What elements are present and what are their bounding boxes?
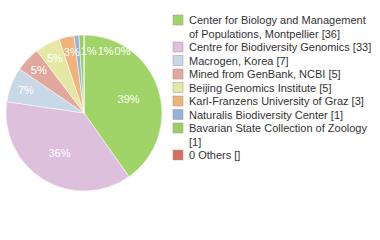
legend-label: Macrogen, Korea [7]	[189, 55, 289, 67]
legend-label: Karl-Franzens University of Graz [3]	[189, 95, 364, 107]
legend: Center for Biology and Managementof Popu…	[173, 14, 371, 161]
data-label: 39%	[118, 93, 140, 105]
data-label: 1%	[81, 45, 97, 57]
legend-label: Beijing Genomics Institute [5]	[189, 82, 331, 94]
legend-label: Mined from GenBank, NCBI [5]	[189, 68, 341, 80]
data-label: 3%	[64, 46, 80, 58]
data-label: 5%	[31, 64, 47, 76]
pie	[6, 35, 162, 191]
data-label: 1%	[98, 45, 114, 57]
legend-label: Naturalis Biodiversity Center [1]	[189, 109, 343, 121]
legend-swatch	[173, 110, 183, 120]
legend-swatch	[173, 15, 183, 25]
legend-label: 0 Others []	[189, 149, 240, 161]
data-labels: 39%36%7%5%5%3%1%1%0%	[18, 45, 140, 159]
legend-label: Bavarian State Collection of Zoology[1]	[189, 122, 367, 148]
data-label: 0%	[115, 45, 131, 57]
legend-swatch	[173, 96, 183, 106]
legend-swatch	[173, 123, 183, 133]
legend-swatch	[173, 42, 183, 52]
chart: 39%36%7%5%5%3%1%1%0%Center for Biology a…	[0, 0, 380, 240]
data-label: 36%	[48, 147, 70, 159]
legend-swatch	[173, 56, 183, 66]
legend-swatch	[173, 150, 183, 160]
data-label: 5%	[47, 52, 63, 64]
pie-slice	[6, 102, 129, 191]
legend-swatch	[173, 69, 183, 79]
legend-label: Center for Biology and Managementof Popu…	[189, 14, 366, 40]
data-label: 7%	[18, 84, 34, 96]
legend-label: Centre for Biodiversity Genomics [33]	[189, 41, 371, 53]
legend-swatch	[173, 83, 183, 93]
